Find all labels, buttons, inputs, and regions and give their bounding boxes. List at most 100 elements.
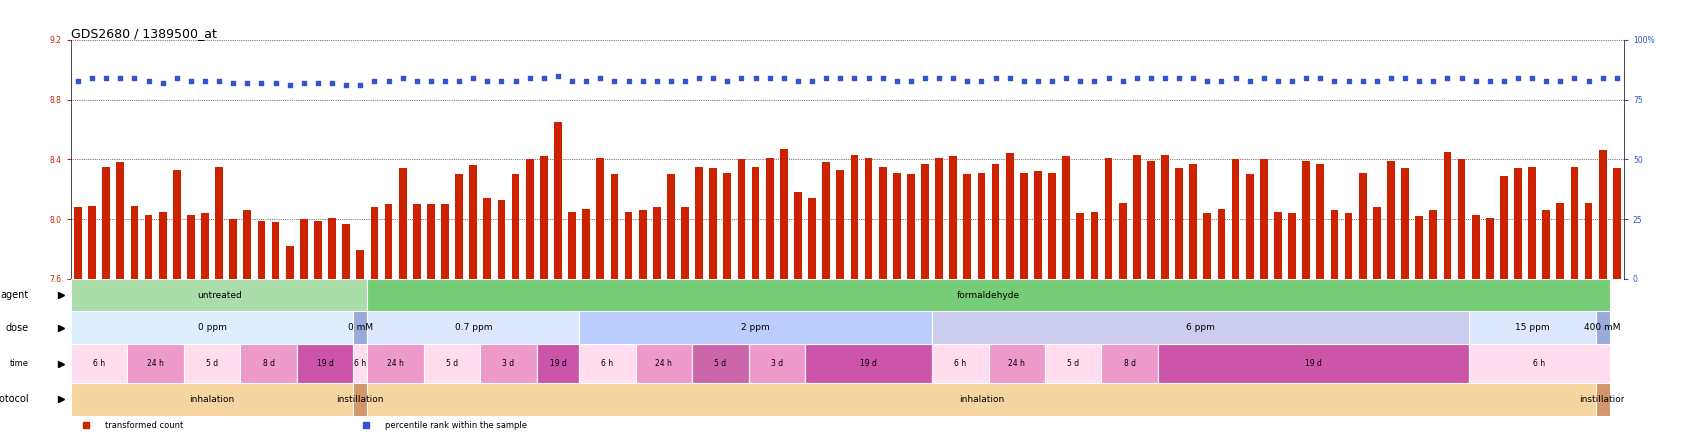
Point: [93, 75, 120, 82]
Point: [1222, 75, 1249, 82]
Point: [219, 79, 246, 87]
Point: [940, 75, 967, 82]
Point: [856, 75, 883, 82]
Text: 3 d: 3 d: [771, 359, 783, 368]
Bar: [932, 311, 1469, 344]
Point: [812, 75, 839, 82]
Point: [1377, 75, 1404, 82]
Point: [1588, 75, 1615, 82]
Bar: [353, 383, 368, 416]
Bar: [71, 311, 353, 344]
Bar: [1359, 173, 1367, 279]
Bar: [1317, 164, 1323, 279]
Text: 400 mM: 400 mM: [1585, 323, 1620, 332]
Bar: [184, 344, 240, 383]
Point: [1251, 75, 1278, 82]
Bar: [809, 198, 815, 279]
Bar: [724, 173, 731, 279]
Point: [954, 77, 981, 84]
Bar: [1217, 209, 1225, 279]
Point: [614, 77, 641, 84]
Point: [1391, 75, 1418, 82]
Text: percentile rank within the sample: percentile rank within the sample: [385, 421, 527, 430]
Text: 8 d: 8 d: [1124, 359, 1136, 368]
Bar: [272, 222, 280, 279]
Point: [601, 77, 628, 84]
Point: [1151, 75, 1178, 82]
Point: [79, 75, 106, 82]
Bar: [314, 221, 322, 279]
Text: agent: agent: [0, 290, 29, 300]
Point: [403, 77, 430, 84]
Text: untreated: untreated: [197, 290, 241, 300]
Bar: [977, 173, 986, 279]
Bar: [1469, 344, 1610, 383]
Text: inhalation: inhalation: [959, 395, 1004, 404]
Text: 5 d: 5 d: [714, 359, 726, 368]
Bar: [285, 246, 294, 279]
Point: [1080, 77, 1107, 84]
Text: dose: dose: [5, 323, 29, 333]
Text: 5 d: 5 d: [446, 359, 457, 368]
Point: [1491, 77, 1518, 84]
Text: 6 h: 6 h: [354, 359, 366, 368]
Text: 5 d: 5 d: [1067, 359, 1079, 368]
Point: [1067, 77, 1094, 84]
Point: [869, 75, 896, 82]
Point: [530, 75, 557, 82]
Text: 19 d: 19 d: [317, 359, 334, 368]
Bar: [456, 174, 463, 279]
Bar: [1259, 159, 1268, 279]
Bar: [1415, 216, 1423, 279]
Bar: [1556, 202, 1565, 279]
Point: [545, 72, 572, 79]
Bar: [935, 158, 944, 279]
Point: [559, 77, 586, 84]
Bar: [1090, 211, 1099, 279]
Text: 24 h: 24 h: [387, 359, 403, 368]
Point: [1433, 75, 1460, 82]
Text: GDS2680 / 1389500_at: GDS2680 / 1389500_at: [71, 27, 216, 40]
Point: [333, 82, 360, 89]
Point: [191, 77, 218, 84]
Bar: [1330, 210, 1339, 279]
Point: [488, 77, 515, 84]
Bar: [879, 167, 886, 279]
Text: 3 d: 3 d: [503, 359, 515, 368]
Bar: [922, 164, 928, 279]
Text: 0.7 ppm: 0.7 ppm: [454, 323, 491, 332]
Bar: [709, 168, 717, 279]
Point: [770, 75, 797, 82]
Bar: [130, 206, 138, 279]
Bar: [300, 219, 307, 279]
Point: [417, 77, 444, 84]
Bar: [611, 174, 618, 279]
Bar: [159, 211, 167, 279]
Point: [743, 75, 770, 82]
Point: [1096, 75, 1123, 82]
Point: [1448, 75, 1475, 82]
Point: [346, 82, 373, 89]
Bar: [230, 219, 236, 279]
Point: [1307, 75, 1334, 82]
Point: [756, 75, 783, 82]
Bar: [353, 311, 368, 344]
Text: instillation: instillation: [336, 395, 385, 404]
Text: 6 h: 6 h: [1533, 359, 1545, 368]
Bar: [1595, 311, 1610, 344]
Point: [135, 77, 162, 84]
Point: [1053, 75, 1080, 82]
Text: 0 ppm: 0 ppm: [197, 323, 226, 332]
Bar: [1430, 210, 1436, 279]
Point: [1166, 75, 1193, 82]
Bar: [427, 204, 436, 279]
Bar: [1119, 202, 1126, 279]
Bar: [371, 207, 378, 279]
Bar: [540, 156, 547, 279]
Bar: [414, 204, 420, 279]
Point: [1322, 77, 1349, 84]
Bar: [1048, 173, 1057, 279]
Bar: [216, 167, 223, 279]
Bar: [368, 344, 424, 383]
Bar: [949, 156, 957, 279]
